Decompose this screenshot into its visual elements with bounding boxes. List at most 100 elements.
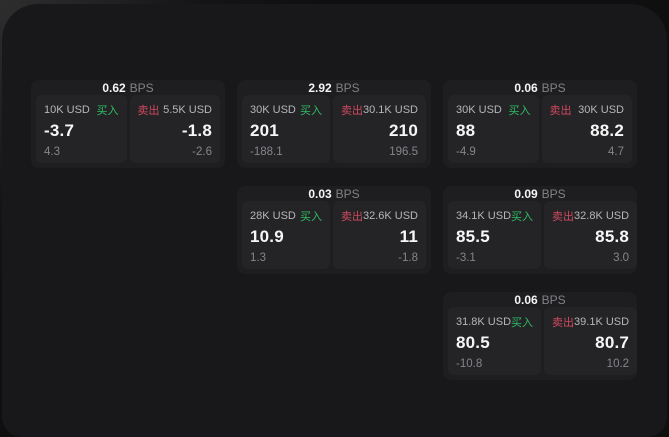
sell-price: 88.2 xyxy=(590,121,624,140)
bps-value: 2.92 xyxy=(308,80,332,95)
buy-sub-value: 4.3 xyxy=(44,146,60,158)
buy-sell-panels: 31.8K USD 买入 80.5 -10.8 卖出 39.1K USD 80.… xyxy=(443,307,638,380)
buy-panel-labels: 30K USD 买入 xyxy=(250,102,322,118)
sell-panel[interactable]: 卖出 39.1K USD 80.7 10.2 xyxy=(544,307,638,375)
quote-card: 0.09 BPS 34.1K USD 买入 85.5 -3.1 卖出 32.8K… xyxy=(443,186,638,274)
buy-amount: 31.8K USD xyxy=(456,316,512,328)
buy-panel-labels: 10K USD 买入 xyxy=(44,102,119,118)
bps-value: 0.06 xyxy=(514,292,538,307)
buy-sub-value: -188.1 xyxy=(250,146,283,158)
sell-panel[interactable]: 卖出 32.6K USD 11 -1.8 xyxy=(332,201,426,269)
buy-price: -3.7 xyxy=(44,121,75,140)
buy-panel[interactable]: 34.1K USD 买入 85.5 -3.1 xyxy=(448,201,542,269)
buy-side-label: 买入 xyxy=(511,317,534,329)
sell-price: 80.7 xyxy=(595,333,630,352)
buy-side-label: 买入 xyxy=(508,105,531,117)
bps-header: 0.09 BPS xyxy=(443,186,637,201)
sell-panel-labels: 卖出 32.8K USD xyxy=(552,208,629,224)
buy-sub-value: -10.8 xyxy=(456,358,483,370)
buy-side-label: 买入 xyxy=(96,105,119,117)
sell-side-label: 卖出 xyxy=(137,105,160,117)
buy-amount: 10K USD xyxy=(44,104,90,116)
buy-panel[interactable]: 30K USD 买入 201 -188.1 xyxy=(242,95,330,163)
sell-amount: 5.5K USD xyxy=(163,104,212,116)
sell-side-label: 卖出 xyxy=(552,211,575,223)
buy-side-label: 买入 xyxy=(299,211,322,223)
buy-panel-labels: 30K USD 买入 xyxy=(456,102,531,118)
buy-panel-labels: 28K USD 买入 xyxy=(250,208,322,224)
quote-card: 0.03 BPS 28K USD 买入 10.9 1.3 卖出 32.6K US… xyxy=(237,186,431,274)
quote-card: 0.06 BPS 31.8K USD 买入 80.5 -10.8 卖出 39.1… xyxy=(443,292,638,380)
buy-sub-value: 1.3 xyxy=(250,252,266,264)
sell-amount: 39.1K USD xyxy=(574,316,630,328)
buy-panel[interactable]: 28K USD 买入 10.9 1.3 xyxy=(242,201,330,269)
buy-amount: 34.1K USD xyxy=(456,210,512,222)
sell-panel[interactable]: 卖出 30K USD 88.2 4.7 xyxy=(541,95,632,163)
buy-price: 85.5 xyxy=(456,227,490,246)
sell-side-label: 卖出 xyxy=(552,317,575,329)
sell-sub-value: 4.7 xyxy=(608,146,624,158)
sell-side-label: 卖出 xyxy=(549,105,572,117)
bps-value: 0.03 xyxy=(308,186,332,201)
buy-sell-panels: 30K USD 买入 201 -188.1 卖出 30.1K USD 210 1… xyxy=(237,95,431,168)
bps-header: 2.92 BPS xyxy=(237,80,431,95)
buy-price: 88 xyxy=(456,121,476,140)
sell-panel-labels: 卖出 32.6K USD xyxy=(341,208,418,224)
buy-amount: 30K USD xyxy=(250,104,296,116)
sell-amount: 32.6K USD xyxy=(362,210,418,222)
sell-price: -1.8 xyxy=(181,121,212,140)
buy-sell-panels: 34.1K USD 买入 85.5 -3.1 卖出 32.8K USD 85.8… xyxy=(443,201,638,274)
buy-sell-panels: 30K USD 买入 88 -4.9 卖出 30K USD 88.2 4.7 xyxy=(443,95,637,168)
buy-panel[interactable]: 30K USD 买入 88 -4.9 xyxy=(448,95,539,163)
bps-header: 0.06 BPS xyxy=(443,292,637,307)
sell-amount: 30K USD xyxy=(578,104,624,116)
buy-side-label: 买入 xyxy=(511,211,534,223)
buy-sell-panels: 10K USD 买入 -3.7 4.3 卖出 5.5K USD -1.8 -2.… xyxy=(31,95,225,168)
sell-sub-value: 10.2 xyxy=(606,358,630,370)
sell-sub-value: -1.8 xyxy=(398,252,418,264)
sell-panel-labels: 卖出 39.1K USD xyxy=(552,314,629,330)
quote-card: 0.06 BPS 30K USD 买入 88 -4.9 卖出 30K USD 8… xyxy=(443,80,637,168)
quote-card: 2.92 BPS 30K USD 买入 201 -188.1 卖出 30.1K … xyxy=(237,80,431,168)
bps-unit-label: BPS xyxy=(129,80,154,95)
bps-unit-label: BPS xyxy=(541,80,566,95)
sell-side-label: 卖出 xyxy=(340,105,363,117)
bps-unit-label: BPS xyxy=(335,186,360,201)
sell-price: 210 xyxy=(389,121,418,140)
buy-panel[interactable]: 31.8K USD 买入 80.5 -10.8 xyxy=(448,307,542,375)
bps-value: 0.09 xyxy=(514,186,538,201)
sell-side-label: 卖出 xyxy=(340,211,363,223)
sell-price: 85.8 xyxy=(595,227,630,246)
buy-panel[interactable]: 10K USD 买入 -3.7 4.3 xyxy=(36,95,127,163)
sell-sub-value: -2.6 xyxy=(192,146,212,158)
buy-amount: 28K USD xyxy=(250,210,296,222)
sell-panel[interactable]: 卖出 30.1K USD 210 196.5 xyxy=(332,95,426,163)
sell-amount: 32.8K USD xyxy=(574,210,630,222)
bps-header: 0.03 BPS xyxy=(237,186,431,201)
sell-sub-value: 196.5 xyxy=(389,146,418,158)
bps-value: 0.62 xyxy=(102,80,126,95)
bps-unit-label: BPS xyxy=(541,292,566,307)
buy-sub-value: -4.9 xyxy=(456,146,476,158)
buy-price: 10.9 xyxy=(250,227,284,246)
sell-panel-labels: 卖出 30.1K USD xyxy=(341,102,418,118)
buy-sub-value: -3.1 xyxy=(456,252,476,264)
buy-price: 201 xyxy=(250,121,279,140)
bps-unit-label: BPS xyxy=(335,80,360,95)
buy-price: 80.5 xyxy=(456,333,490,352)
bps-header: 0.62 BPS xyxy=(31,80,225,95)
bps-value: 0.06 xyxy=(514,80,538,95)
buy-panel-labels: 31.8K USD 买入 xyxy=(456,314,533,330)
sell-price: 11 xyxy=(399,227,418,246)
sell-panel[interactable]: 卖出 32.8K USD 85.8 3.0 xyxy=(544,201,638,269)
sell-sub-value: 3.0 xyxy=(613,252,630,264)
buy-sell-panels: 28K USD 买入 10.9 1.3 卖出 32.6K USD 11 -1.8 xyxy=(237,201,431,274)
sell-panel[interactable]: 卖出 5.5K USD -1.8 -2.6 xyxy=(129,95,220,163)
quote-card: 0.62 BPS 10K USD 买入 -3.7 4.3 卖出 5.5K USD… xyxy=(31,80,225,168)
buy-amount: 30K USD xyxy=(456,104,502,116)
sell-panel-labels: 卖出 5.5K USD xyxy=(138,102,213,118)
bps-unit-label: BPS xyxy=(541,186,566,201)
buy-side-label: 买入 xyxy=(299,105,322,117)
quote-card-grid: 0.62 BPS 10K USD 买入 -3.7 4.3 卖出 5.5K USD… xyxy=(31,80,638,380)
bps-header: 0.06 BPS xyxy=(443,80,637,95)
